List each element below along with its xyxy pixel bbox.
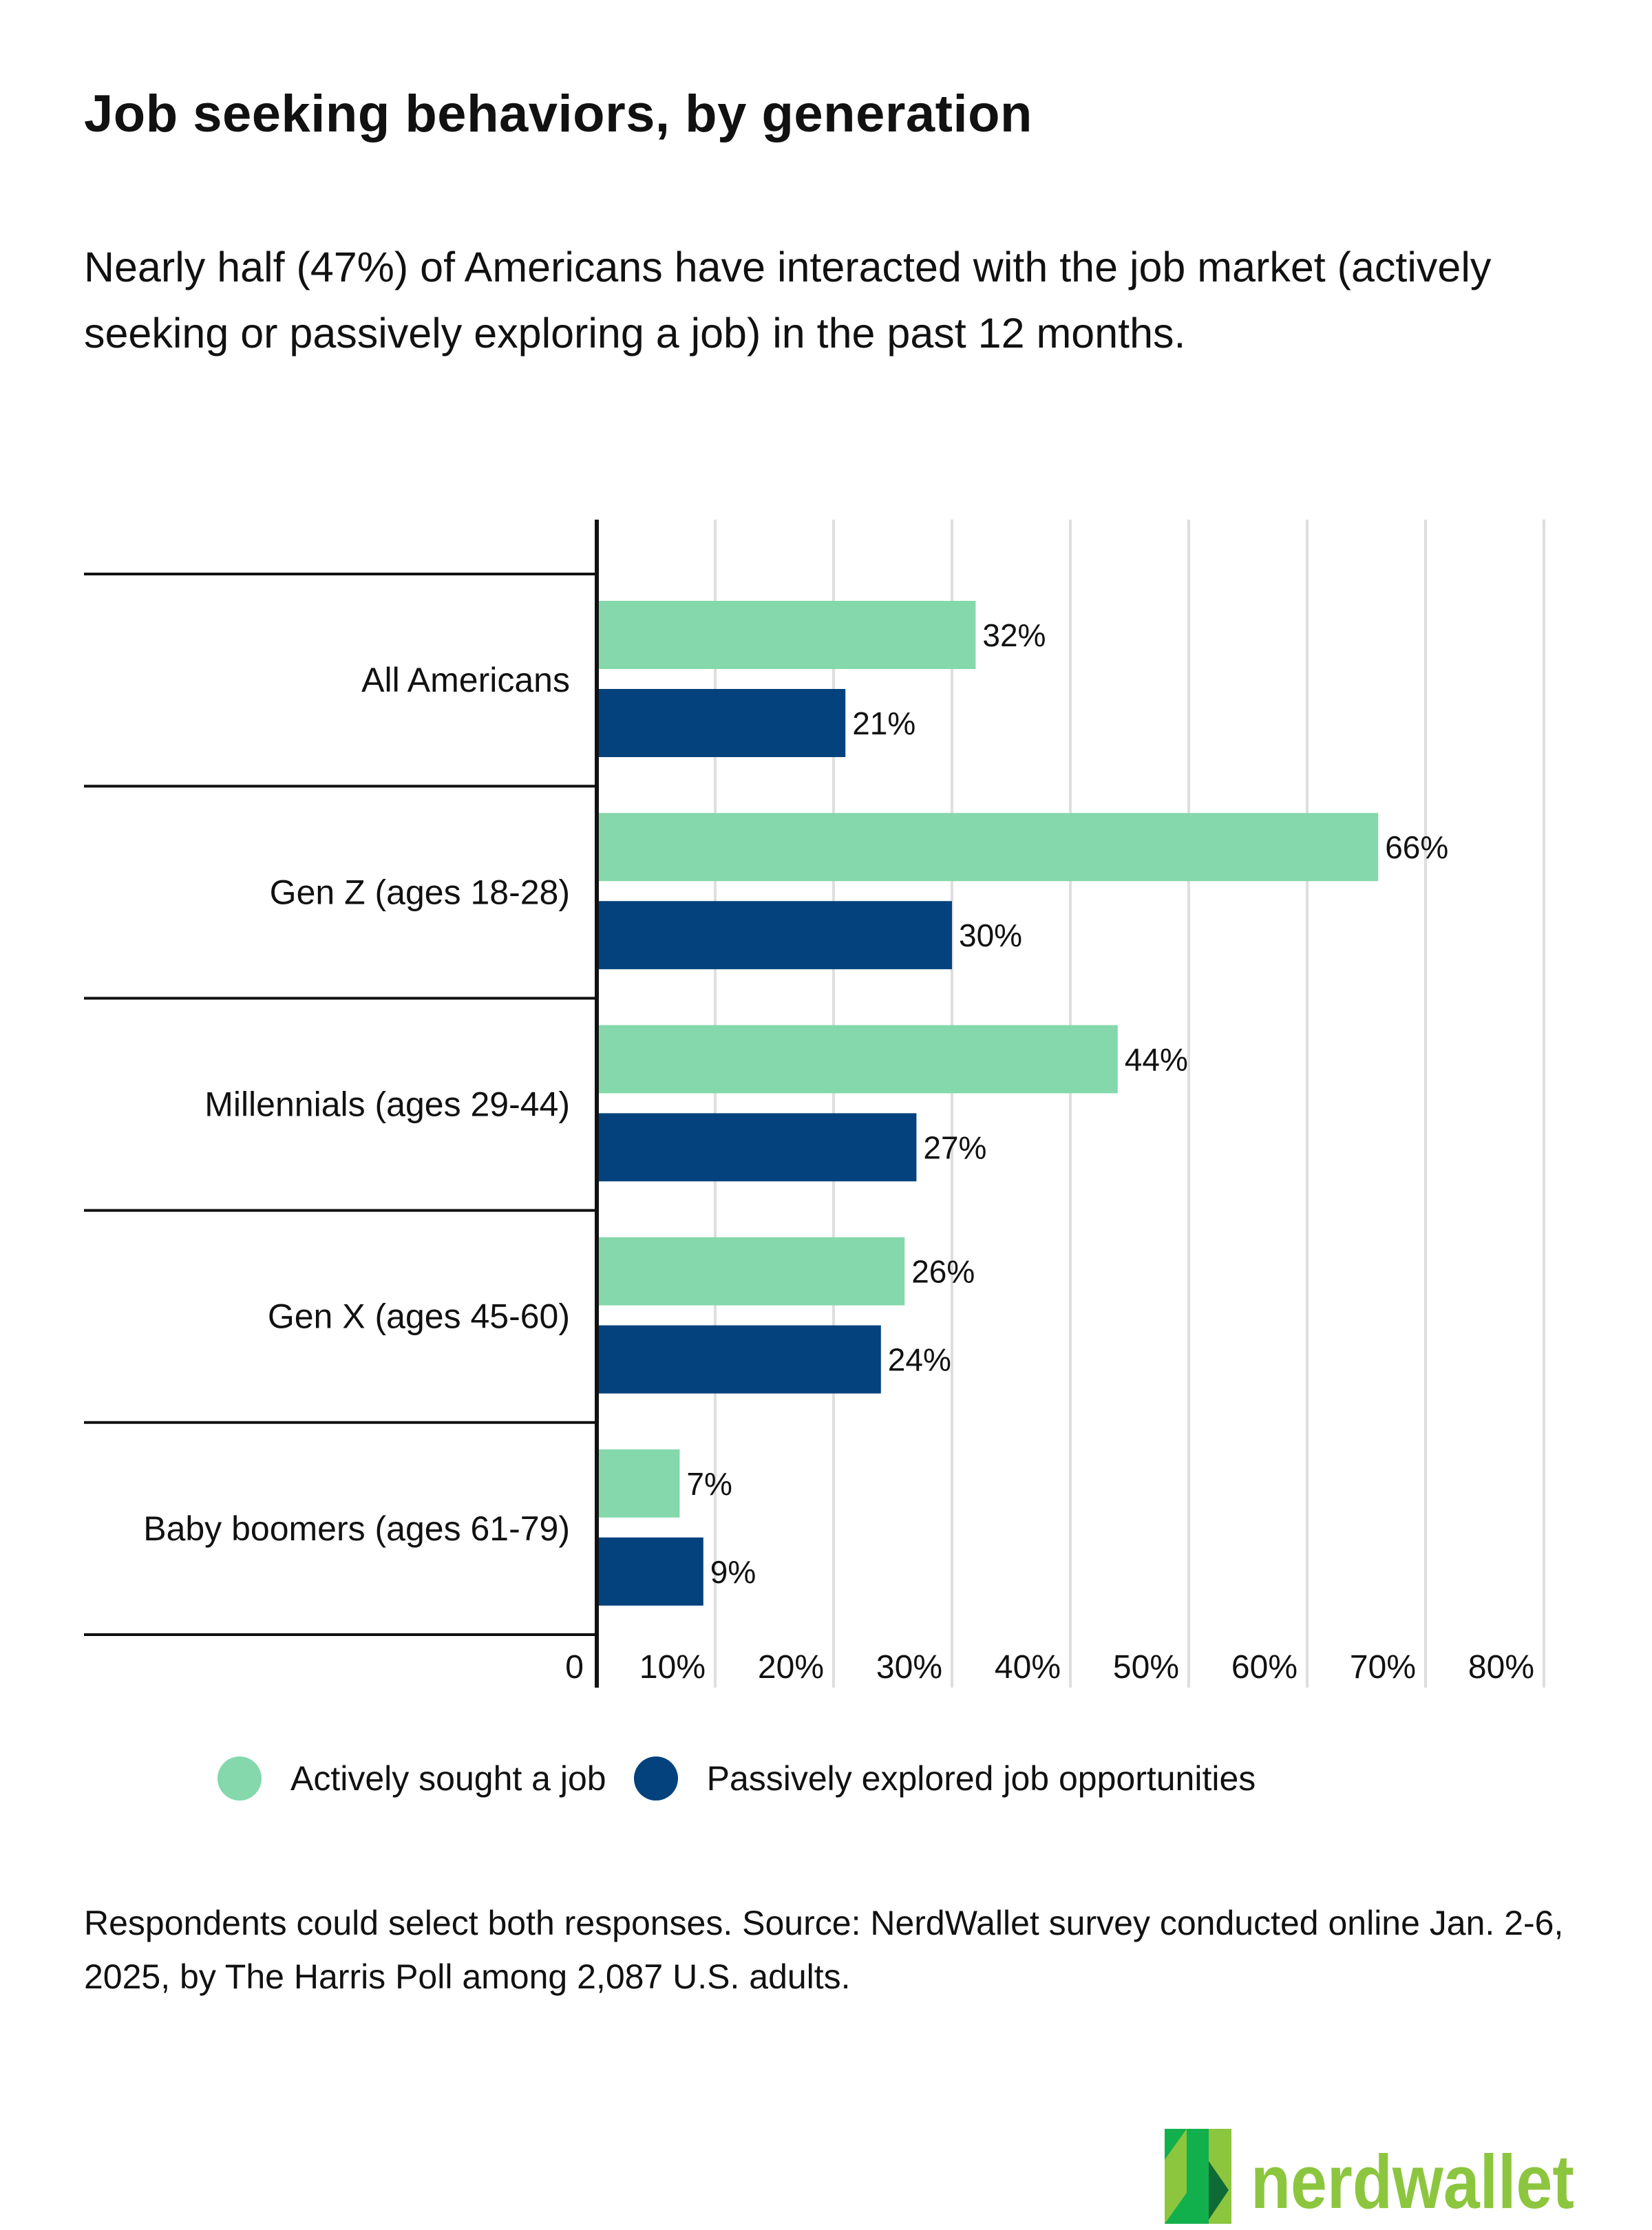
category-label: Gen Z (ages 18-28) (270, 873, 570, 911)
data-label: 30% (959, 917, 1022, 953)
x-tick-label: 0 (565, 1649, 584, 1686)
bar-passive (597, 901, 952, 970)
bar-passive (597, 689, 846, 757)
bar-active (597, 813, 1379, 882)
category-label: Gen X (ages 45-60) (268, 1297, 570, 1336)
bar-active (597, 1449, 680, 1518)
x-tick-label: 30% (876, 1649, 942, 1686)
x-tick-label: 80% (1468, 1649, 1534, 1686)
data-label: 66% (1385, 829, 1448, 865)
data-label: 9% (710, 1554, 756, 1590)
data-label: 7% (686, 1466, 732, 1502)
x-tick-label: 40% (995, 1649, 1061, 1686)
x-tick-label: 20% (758, 1649, 824, 1686)
category-label: All Americans (361, 661, 570, 699)
legend-item-passive: Passively explored job opportunities (633, 1756, 1256, 1801)
bar-active (597, 601, 976, 669)
chart-subtitle: Nearly half (47%) of Americans have inte… (84, 244, 1492, 357)
legend-label-active: Actively sought a job (290, 1759, 606, 1798)
legend-swatch-passive (633, 1756, 678, 1801)
legend-swatch-active (218, 1756, 262, 1801)
data-label: 27% (923, 1129, 986, 1165)
x-tick-label: 60% (1231, 1649, 1298, 1686)
x-tick-label: 70% (1350, 1649, 1416, 1686)
logo-wordmark: nerdwallet (1251, 2140, 1574, 2224)
bar-chart: 0 10% 20% 30% 40% 50% 60% 70% 80% All Americans 32… (84, 520, 1545, 1688)
nerdwallet-mark-icon (1165, 2129, 1231, 2224)
x-tick-label: 10% (639, 1649, 706, 1686)
bar-passive (597, 1537, 703, 1606)
legend: Actively sought a job Passively explored… (218, 1756, 1283, 1801)
category-label: Millennials (ages 29-44) (204, 1085, 570, 1124)
bar-passive (597, 1113, 917, 1182)
legend-label-passive: Passively explored job opportunities (706, 1759, 1256, 1798)
x-tick-label: 50% (1113, 1649, 1179, 1686)
data-label: 24% (888, 1342, 951, 1378)
bar-passive (597, 1325, 881, 1394)
data-label: 32% (982, 617, 1046, 653)
nerdwallet-logo: nerdwallet (1165, 2129, 1574, 2224)
data-label: 44% (1125, 1041, 1188, 1077)
legend-item-active: Actively sought a job (218, 1756, 606, 1801)
footnote: Respondents could select both responses.… (84, 1904, 1564, 1996)
category-label: Baby boomers (ages 61-79) (143, 1509, 570, 1548)
bar-active (597, 1025, 1118, 1094)
data-label: 21% (852, 705, 915, 741)
bar-active (597, 1237, 905, 1306)
chart-title: Job seeking behaviors, by generation (84, 85, 1032, 143)
data-label: 26% (911, 1254, 975, 1290)
